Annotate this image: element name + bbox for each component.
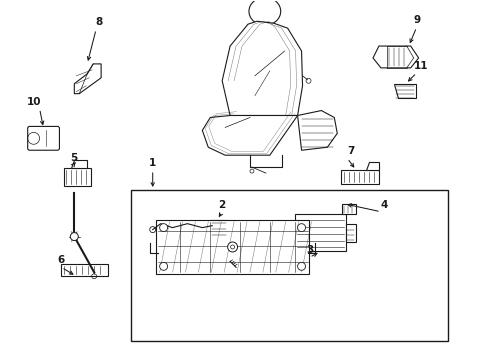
Text: 8: 8 bbox=[95, 17, 102, 27]
Text: 11: 11 bbox=[412, 61, 427, 71]
Polygon shape bbox=[202, 116, 297, 155]
Bar bbox=[155, 220, 309, 274]
Circle shape bbox=[160, 224, 167, 231]
Text: 9: 9 bbox=[412, 15, 419, 25]
Bar bbox=[210, 220, 228, 238]
Bar bbox=[346, 224, 355, 242]
FancyBboxPatch shape bbox=[28, 126, 60, 150]
Text: 1: 1 bbox=[149, 158, 156, 168]
Polygon shape bbox=[61, 264, 108, 276]
Circle shape bbox=[297, 262, 305, 270]
Bar bbox=[294, 214, 346, 251]
Text: 4: 4 bbox=[380, 200, 387, 210]
Circle shape bbox=[160, 262, 167, 270]
Polygon shape bbox=[71, 160, 87, 168]
Text: 10: 10 bbox=[26, 96, 41, 107]
Polygon shape bbox=[297, 111, 337, 150]
Circle shape bbox=[297, 224, 305, 231]
Polygon shape bbox=[64, 168, 91, 186]
Circle shape bbox=[227, 242, 237, 252]
Polygon shape bbox=[222, 21, 302, 116]
Text: 5: 5 bbox=[70, 153, 77, 163]
Bar bbox=[131, 190, 447, 341]
Text: 6: 6 bbox=[58, 255, 65, 265]
Polygon shape bbox=[393, 84, 415, 98]
Polygon shape bbox=[74, 64, 101, 94]
Polygon shape bbox=[366, 162, 378, 170]
Text: 3: 3 bbox=[305, 246, 312, 255]
Polygon shape bbox=[372, 46, 418, 68]
Text: 2: 2 bbox=[218, 200, 225, 210]
Text: 7: 7 bbox=[347, 146, 354, 156]
Polygon shape bbox=[341, 170, 378, 184]
Bar bbox=[342, 204, 355, 214]
Circle shape bbox=[70, 233, 78, 240]
Ellipse shape bbox=[248, 0, 280, 25]
